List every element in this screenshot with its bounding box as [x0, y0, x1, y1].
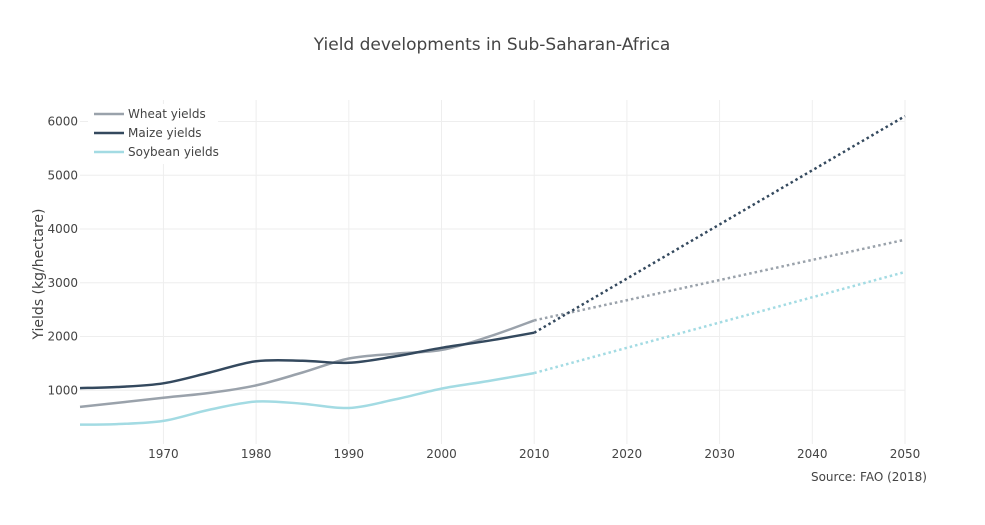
legend-label: Wheat yields: [128, 107, 206, 121]
legend[interactable]: Wheat yields Maize yields Soybean yields: [88, 104, 219, 164]
legend-label: Soybean yields: [128, 145, 219, 159]
maize-yields-projection-line: [533, 115, 906, 334]
y-tick-label: 1000: [47, 383, 78, 397]
y-tick-label: 3000: [47, 276, 78, 290]
soybean-yields-line: [79, 371, 535, 426]
x-tick-label: 2040: [797, 447, 828, 461]
y-tick-label: 6000: [47, 115, 78, 129]
grid: [80, 100, 906, 444]
y-tick-label: 2000: [47, 330, 78, 344]
soybean-yields-projection-line: [533, 270, 906, 375]
y-tick-label: 4000: [47, 222, 78, 236]
x-tick-label: 1980: [241, 447, 272, 461]
source-note: Source: FAO (2018): [811, 470, 927, 484]
series-lines: [79, 115, 906, 426]
legend-label: Maize yields: [128, 126, 202, 140]
x-tick-label: 2030: [704, 447, 735, 461]
maize-yields-line: [79, 331, 535, 390]
wheat-yields-line: [79, 319, 535, 409]
legend-item-maize-yields[interactable]: Maize yields: [94, 126, 202, 140]
legend-item-soybean-yields[interactable]: Soybean yields: [94, 145, 219, 159]
x-tick-label: 1990: [334, 447, 365, 461]
x-tick-label: 2020: [612, 447, 643, 461]
x-tick-label: 2000: [426, 447, 457, 461]
x-tick-label: 2050: [890, 447, 921, 461]
chart-title: Yield developments in Sub-Saharan-Africa: [313, 35, 671, 55]
y-axis-title: Yields (kg/hectare): [31, 208, 47, 340]
x-tick-label: 1970: [148, 447, 179, 461]
y-tick-label: 5000: [47, 168, 78, 182]
x-tick-label: 2010: [519, 447, 550, 461]
legend-item-wheat-yields[interactable]: Wheat yields: [94, 107, 206, 121]
axis-ticks: 1970 1980 1990 2000 2010 2020 2030 2040 2050 1000…: [47, 115, 920, 462]
